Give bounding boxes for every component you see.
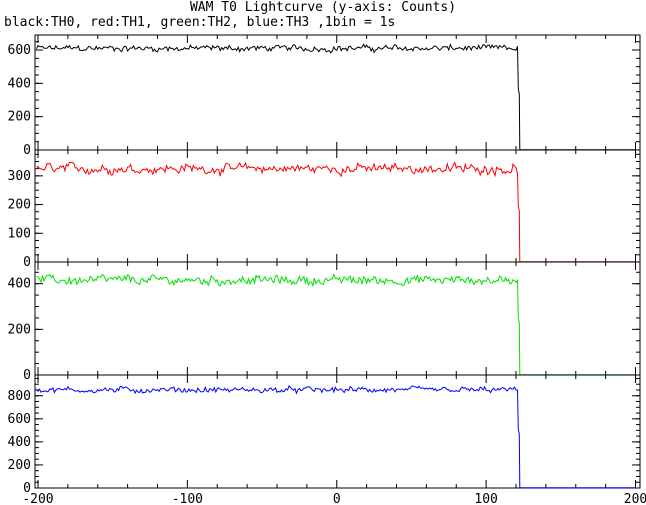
y-tick-label: 0 bbox=[23, 481, 31, 496]
y-tick-label: 400 bbox=[8, 435, 31, 450]
y-tick-label: 400 bbox=[8, 76, 31, 91]
y-tick-label: 300 bbox=[8, 169, 31, 184]
panel-frame bbox=[34, 34, 641, 151]
y-tick-label: 0 bbox=[23, 143, 31, 158]
series-line bbox=[36, 161, 636, 263]
y-tick-label: 0 bbox=[23, 368, 31, 383]
y-tick-label: 200 bbox=[8, 322, 31, 337]
y-tick-label: 600 bbox=[8, 43, 31, 58]
x-tick-label: 0 bbox=[333, 492, 341, 505]
y-tick-label: 600 bbox=[8, 412, 31, 427]
y-tick-label: 200 bbox=[8, 110, 31, 125]
series-line bbox=[36, 43, 636, 151]
x-tick-label: 200 bbox=[624, 492, 646, 505]
y-tick-label: 0 bbox=[23, 255, 31, 270]
y-tick-label: 200 bbox=[8, 198, 31, 213]
x-tick-label: -200 bbox=[22, 492, 53, 505]
panel-frame bbox=[34, 149, 641, 263]
y-tick-label: 400 bbox=[8, 277, 31, 292]
chart-title: WAM T0 Lightcurve (y-axis: Counts) bbox=[189, 0, 457, 15]
panel-frame bbox=[34, 374, 641, 489]
y-tick-label: 200 bbox=[8, 458, 31, 473]
series-line bbox=[36, 272, 636, 376]
x-tick-label: -100 bbox=[172, 492, 203, 505]
y-tick-label: 100 bbox=[8, 226, 31, 241]
chart-subtitle: black:TH0, red:TH1, green:TH2, blue:TH3 … bbox=[4, 15, 396, 30]
series-line bbox=[36, 384, 636, 489]
y-tick-label: 800 bbox=[8, 389, 31, 404]
x-tick-label: 100 bbox=[474, 492, 497, 505]
